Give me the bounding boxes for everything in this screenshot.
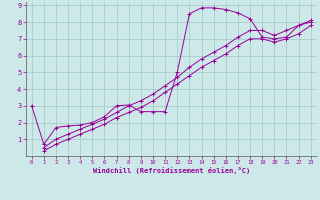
X-axis label: Windchill (Refroidissement éolien,°C): Windchill (Refroidissement éolien,°C) bbox=[92, 167, 250, 174]
